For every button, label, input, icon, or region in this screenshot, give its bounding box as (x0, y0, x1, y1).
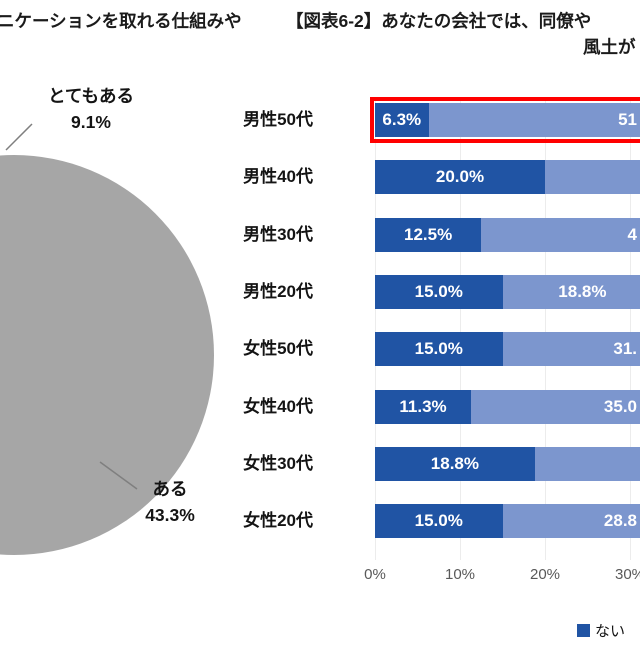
gridline (375, 98, 376, 560)
category-label: 男性50代 (243, 110, 313, 129)
bar-segment-nai (375, 160, 545, 194)
category-label: 女性20代 (243, 511, 313, 530)
bar-row: 18.8% (375, 447, 640, 481)
bar-row: 20.0% (375, 160, 640, 194)
legend: ない (577, 620, 625, 641)
x-axis-tick-label: 10% (444, 566, 476, 583)
bar-row: 15.0% 31. (375, 332, 640, 366)
bar-row: 15.0% 18.8% (375, 275, 640, 309)
left-text-fragment: ニケーションを取れる仕組みや (0, 11, 242, 31)
bar-value-label: 11.3% (399, 397, 447, 416)
bar-segment-nai (375, 103, 429, 137)
gridline (460, 98, 461, 560)
bar-value-label: 12.5% (404, 225, 453, 244)
bar-value-label: 4 (627, 225, 637, 244)
chart-title-line1: 【図表6-2】あなたの会社では、同僚や (286, 11, 592, 31)
pie-slice-value: 43.3% (145, 505, 195, 525)
bar-value-label: 15.0% (414, 282, 463, 301)
bar-row: 6.3% 51 (375, 103, 640, 137)
bar-segment-nai (375, 332, 503, 366)
highlight-box (370, 97, 640, 143)
bar-segment-nai (375, 218, 482, 252)
pie-label-aru: ある 43.3% (126, 476, 214, 528)
x-axis-tick-label: 0% (364, 566, 386, 583)
bar-segment-nai (375, 275, 503, 309)
bar-row: 11.3% 35.0 (375, 390, 640, 424)
bar-segment-nai (375, 447, 535, 481)
bar-segment-nai (375, 390, 472, 424)
bar-row: 15.0% 28.8 (375, 504, 640, 538)
gridline (545, 98, 546, 560)
gridline (630, 98, 631, 560)
x-axis-tick-label: 30% (614, 566, 640, 583)
bar-value-label: 28.8 (603, 511, 637, 530)
pie-slice-value: 9.1% (71, 112, 111, 132)
bar-row: 12.5% 4 (375, 218, 640, 252)
bar-value-label: 35.0 (603, 397, 637, 416)
bar-value-label: 15.0% (414, 339, 463, 358)
bar-value-label: 15.0% (414, 511, 463, 530)
bar-value-label: 18.8% (558, 282, 607, 301)
bar-segment-nai (375, 504, 503, 538)
legend-swatch (577, 624, 590, 637)
legend-label: ない (595, 623, 626, 640)
pie-label-totemo-aru: とてもある 9.1% (32, 83, 150, 135)
pie-slice-name: とてもある (47, 86, 135, 106)
category-label: 女性30代 (243, 454, 313, 473)
category-label: 男性20代 (243, 282, 313, 301)
bar-value-label: 31. (613, 339, 637, 358)
pie-slice-name: ある (152, 479, 188, 499)
bar-value-label: 51 (618, 110, 637, 129)
category-label: 女性40代 (243, 397, 313, 416)
category-label: 男性40代 (243, 167, 313, 186)
category-label: 女性50代 (243, 339, 313, 358)
chart-title-line2: 風土が (583, 37, 636, 57)
category-label: 男性30代 (243, 225, 313, 244)
bar-value-label: 18.8% (430, 454, 479, 473)
bar-value-label: 20.0% (435, 167, 485, 186)
x-axis-tick-label: 20% (529, 566, 561, 583)
bar-value-label: 6.3% (382, 110, 422, 129)
